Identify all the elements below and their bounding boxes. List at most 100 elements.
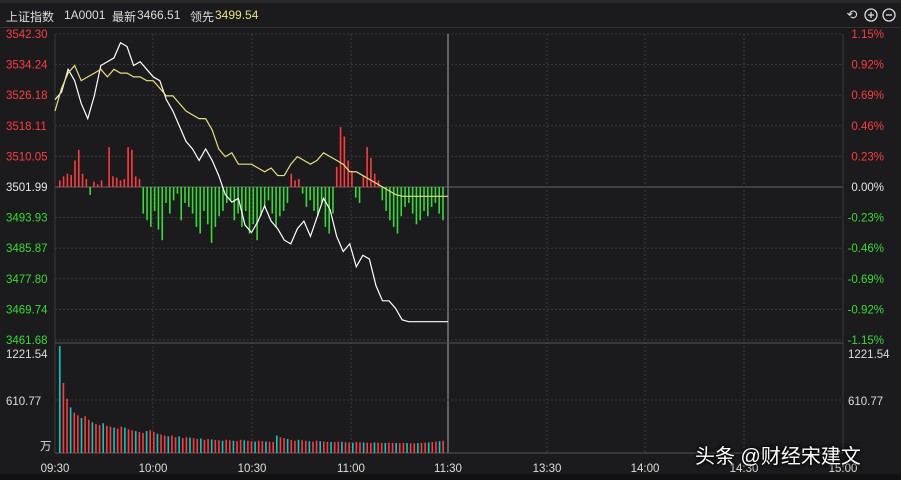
diff-bar bbox=[309, 187, 312, 201]
volume-bar bbox=[250, 441, 253, 453]
volume-bar bbox=[388, 442, 390, 453]
volume-bar bbox=[427, 442, 430, 453]
diff-bar bbox=[260, 187, 262, 217]
diff-bar bbox=[119, 180, 122, 187]
intraday-chart[interactable]: 3542.30 3534.24 3526.18 3518.11 3510.05 3501.… bbox=[0, 28, 901, 480]
volume-bar bbox=[323, 441, 325, 453]
reset-icon[interactable]: ⟲ bbox=[846, 7, 858, 22]
diff-bar bbox=[271, 187, 274, 214]
volume-bar bbox=[171, 435, 173, 453]
volume-bar bbox=[127, 429, 130, 453]
diff-bar bbox=[332, 187, 334, 214]
diff-bar bbox=[324, 187, 327, 227]
diff-bar bbox=[150, 187, 152, 227]
price-tick-left: 3542.30 bbox=[6, 29, 48, 41]
diff-bar bbox=[358, 187, 361, 203]
price-tick-left: 3501.99 bbox=[6, 182, 48, 194]
price-tick-left: 3485.87 bbox=[6, 243, 48, 255]
diff-bar bbox=[430, 187, 433, 207]
volume-bar bbox=[174, 437, 177, 453]
time-tick: 11:30 bbox=[434, 463, 462, 475]
volume-bar bbox=[131, 430, 133, 453]
volume-bar bbox=[297, 439, 300, 453]
diff-bar bbox=[434, 187, 437, 203]
volume-bar bbox=[145, 431, 148, 453]
diff-bar bbox=[301, 187, 304, 194]
diff-bar bbox=[415, 187, 418, 225]
chart-area[interactable]: 3542.30 3534.24 3526.18 3518.11 3510.05 3501.… bbox=[0, 28, 901, 480]
volume-bar bbox=[420, 442, 423, 453]
diff-bar bbox=[172, 187, 175, 201]
volume-bar bbox=[138, 431, 141, 453]
volume-bar bbox=[218, 440, 220, 453]
volume-bar bbox=[424, 442, 426, 453]
pct-tick-right: -0.23% bbox=[848, 213, 884, 225]
volume-bar bbox=[279, 437, 282, 453]
volume-bar bbox=[124, 427, 126, 453]
bottom-strip bbox=[0, 474, 901, 480]
pct-tick-right: 0.23% bbox=[851, 151, 884, 163]
diff-bar bbox=[66, 173, 69, 187]
volume-bar bbox=[395, 443, 397, 453]
volume-bar bbox=[351, 442, 354, 453]
diff-bar bbox=[222, 187, 224, 211]
volume-bar bbox=[304, 440, 307, 453]
volume-bar bbox=[417, 443, 419, 453]
diff-bar bbox=[85, 179, 88, 187]
volume-bar bbox=[380, 442, 383, 453]
diff-bar bbox=[229, 187, 232, 201]
diff-bar bbox=[320, 187, 323, 203]
volume-bar bbox=[398, 443, 401, 453]
volume-bar bbox=[84, 416, 86, 453]
price-tick-left: 3461.68 bbox=[6, 335, 48, 347]
volume-bar bbox=[370, 442, 372, 453]
diff-bar bbox=[134, 176, 137, 187]
diff-bar bbox=[400, 187, 403, 217]
diff-bar bbox=[385, 187, 387, 211]
volume-bar bbox=[120, 426, 123, 453]
volume-bar bbox=[214, 439, 217, 453]
diff-bar bbox=[442, 187, 444, 221]
volume-bar bbox=[319, 441, 322, 453]
volume-bar bbox=[87, 419, 90, 453]
volume-bar bbox=[153, 431, 155, 453]
diff-bar bbox=[427, 187, 429, 217]
diff-bar bbox=[188, 187, 190, 207]
pct-tick-right: -0.92% bbox=[848, 304, 884, 316]
volume-bar bbox=[355, 442, 358, 453]
diff-bar bbox=[108, 147, 110, 187]
diff-bar bbox=[184, 187, 186, 203]
diff-bar bbox=[176, 187, 179, 194]
diff-bar bbox=[290, 173, 293, 187]
volume-bar bbox=[178, 436, 180, 453]
volume-bar bbox=[413, 443, 416, 453]
volume-bar bbox=[185, 437, 188, 453]
diff-bar bbox=[199, 187, 201, 234]
zoom-in-icon[interactable] bbox=[864, 8, 878, 22]
volume-bar bbox=[160, 434, 162, 453]
diff-bar bbox=[286, 187, 289, 203]
volume-bar bbox=[337, 441, 340, 453]
pct-tick-right: 0.00% bbox=[851, 182, 884, 194]
diff-bar bbox=[252, 187, 255, 225]
volume-bar bbox=[200, 438, 202, 453]
pct-tick-right: 0.92% bbox=[851, 60, 884, 72]
volume-bar bbox=[77, 415, 79, 453]
volume-bar bbox=[384, 443, 387, 453]
diff-bar bbox=[191, 187, 194, 214]
volume-bar bbox=[210, 439, 213, 453]
diff-bar bbox=[279, 187, 281, 217]
diff-bar bbox=[423, 187, 425, 211]
diff-bar bbox=[351, 171, 353, 187]
zoom-out-icon[interactable] bbox=[882, 8, 896, 22]
diff-bar bbox=[241, 187, 243, 227]
volume-bar bbox=[333, 442, 336, 453]
volume-bar bbox=[265, 441, 267, 453]
volume-bar bbox=[268, 441, 271, 453]
volume-bar bbox=[359, 442, 361, 453]
volume-bar bbox=[225, 439, 227, 453]
diff-bar bbox=[404, 187, 406, 207]
latest-label: 最新 bbox=[112, 10, 137, 24]
volume-bar bbox=[142, 432, 144, 453]
volume-bar bbox=[243, 440, 246, 453]
